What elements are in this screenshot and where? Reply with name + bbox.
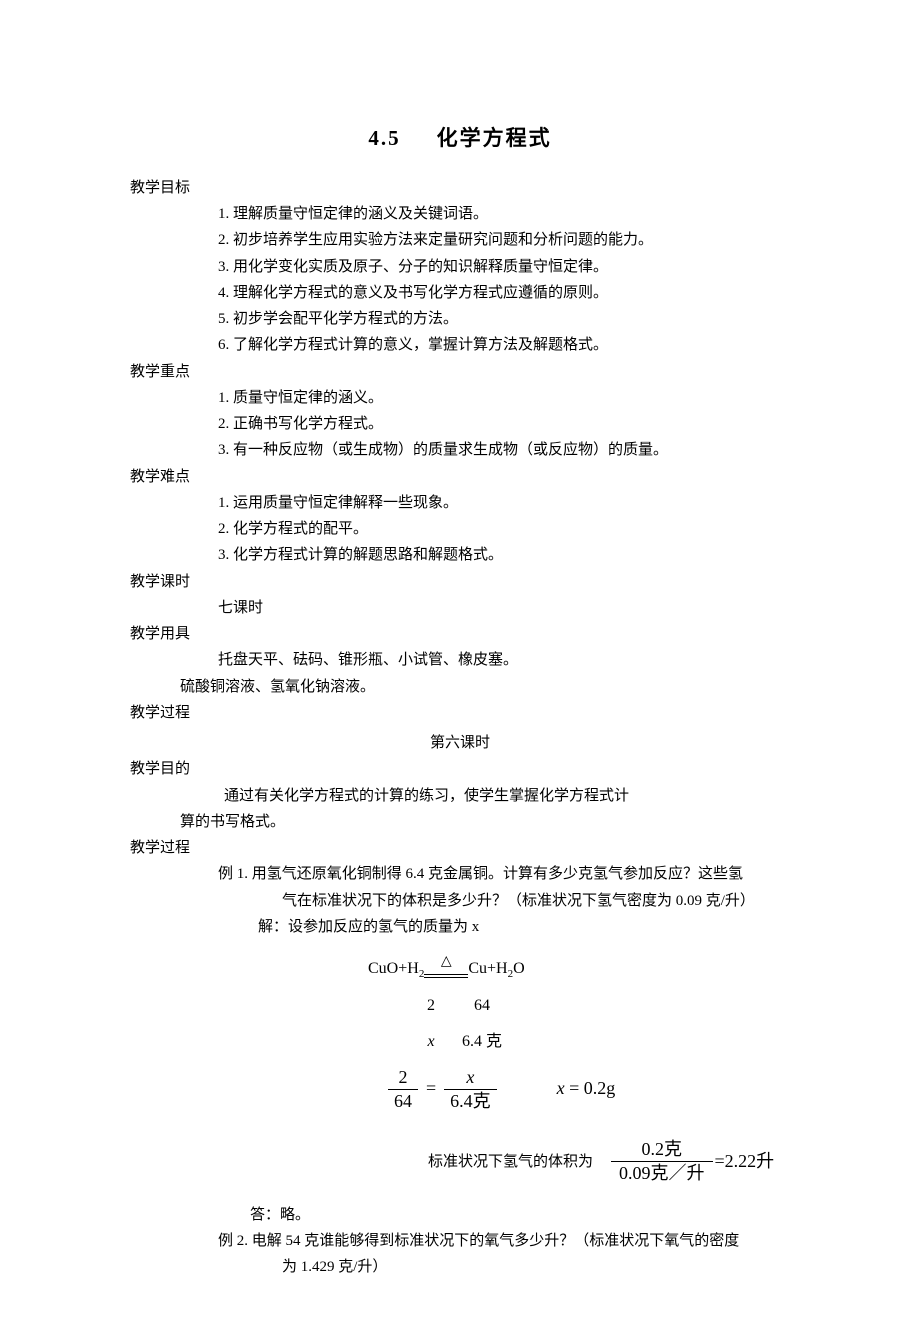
mass-cu: 64 [452, 992, 512, 1020]
purpose-line-2: 算的书写格式。 [130, 809, 790, 835]
process2-heading: 教学过程 [130, 835, 790, 861]
result-x: x [557, 1078, 565, 1098]
eq-left-text: CuO+H [368, 960, 419, 977]
title-number: 4.5 [368, 126, 400, 150]
volume-row: 标准状况下氢气的体积为 0.2克 0.09克／升 =2.22升 [368, 1138, 790, 1186]
volume-result: =2.22升 [715, 1146, 775, 1178]
frac1-den: 64 [388, 1089, 418, 1113]
tools-heading: 教学用具 [130, 621, 790, 647]
equals-sign: = [426, 1073, 436, 1105]
eq-right-text: Cu+H [468, 960, 507, 977]
frac1-num: 2 [393, 1066, 414, 1089]
difficulties-heading: 教学难点 [130, 464, 790, 490]
eq-right: Cu+H2O [468, 955, 524, 984]
mass-row-1: 2 64 [368, 992, 790, 1020]
example-1-solution-intro: 解：设参加反应的氢气的质量为 x [218, 914, 790, 940]
result-rest: = 0.2g [565, 1078, 616, 1098]
title-text: 化学方程式 [437, 126, 552, 150]
purpose-line-1: 通过有关化学方程式的计算的练习，使学生掌握化学方程式计 [130, 783, 790, 809]
objectives-heading: 教学目标 [130, 175, 790, 201]
eq-right-tail: O [513, 960, 525, 977]
fraction-2: x 6.4克 [444, 1066, 497, 1112]
list-item: 2. 初步培养学生应用实验方法来定量研究问题和分析问题的能力。 [218, 227, 790, 253]
mass-x: x [410, 1028, 452, 1056]
list-item: 6. 了解化学方程式计算的意义，掌握计算方法及解题格式。 [218, 332, 790, 358]
list-item: 2. 正确书写化学方程式。 [218, 411, 790, 437]
example-1-answer: 答：略。 [130, 1202, 790, 1228]
purpose-heading: 教学目的 [130, 756, 790, 782]
math-block: CuO+H2 △ Cu+H2O 2 64 x 6.4 克 2 64 = x 6.… [218, 952, 790, 1186]
vol-frac-den: 0.09克／升 [611, 1161, 713, 1185]
delta-symbol: △ [441, 950, 452, 975]
mass-h2: 2 [410, 992, 452, 1020]
process-heading: 教学过程 [130, 700, 790, 726]
hours-heading: 教学课时 [130, 569, 790, 595]
hours-text: 七课时 [130, 595, 790, 621]
example-2: 例 2. 电解 54 克谁能够得到标准状况下的氧气多少升？（标准状况下氧气的密度… [130, 1228, 790, 1281]
mass-cu-val: 6.4 克 [452, 1028, 512, 1056]
example-2-cont: 为 1.429 克/升） [218, 1254, 790, 1280]
frac2-den: 6.4克 [444, 1089, 497, 1113]
list-item: 1. 运用质量守恒定律解释一些现象。 [218, 490, 790, 516]
lesson-subtitle: 第六课时 [130, 730, 790, 756]
list-item: 5. 初步学会配平化学方程式的方法。 [218, 306, 790, 332]
list-item: 2. 化学方程式的配平。 [218, 516, 790, 542]
mass-row-2: x 6.4 克 [368, 1028, 790, 1056]
list-item: 1. 理解质量守恒定律的涵义及关键词语。 [218, 201, 790, 227]
example-2-heading: 例 2. 电解 54 克谁能够得到标准状况下的氧气多少升？（标准状况下氧气的密度 [218, 1228, 790, 1254]
example-1-heading: 例 1. 用氢气还原氧化铜制得 6.4 克金属铜。计算有多少克氢气参加反应？这些… [218, 861, 790, 887]
page-title: 4.5 化学方程式 [130, 120, 790, 157]
keypoints-heading: 教学重点 [130, 359, 790, 385]
vol-frac-num: 0.2克 [634, 1138, 691, 1161]
tools-line-2: 硫酸铜溶液、氢氧化钠溶液。 [130, 674, 790, 700]
difficulties-list: 1. 运用质量守恒定律解释一些现象。 2. 化学方程式的配平。 3. 化学方程式… [130, 490, 790, 569]
chemical-equation: CuO+H2 △ Cu+H2O [368, 952, 790, 984]
volume-fraction: 0.2克 0.09克／升 [611, 1138, 713, 1186]
list-item: 3. 有一种反应物（或生成物）的质量求生成物（或反应物）的质量。 [218, 437, 790, 463]
example-1: 例 1. 用氢气还原氧化铜制得 6.4 克金属铜。计算有多少克氢气参加反应？这些… [130, 861, 790, 1186]
list-item: 3. 用化学变化实质及原子、分子的知识解释质量守恒定律。 [218, 254, 790, 280]
example-1-cont: 气在标准状况下的体积是多少升？（标准状况下氢气密度为 0.09 克/升） [218, 888, 790, 914]
list-item: 3. 化学方程式计算的解题思路和解题格式。 [218, 542, 790, 568]
volume-label: 标准状况下氢气的体积为 [428, 1149, 593, 1175]
double-line-icon [424, 974, 468, 978]
keypoints-list: 1. 质量守恒定律的涵义。 2. 正确书写化学方程式。 3. 有一种反应物（或生… [130, 385, 790, 464]
objectives-list: 1. 理解质量守恒定律的涵义及关键词语。 2. 初步培养学生应用实验方法来定量研… [130, 201, 790, 359]
frac2-num: x [460, 1066, 480, 1089]
list-item: 1. 质量守恒定律的涵义。 [218, 385, 790, 411]
tools-line-1: 托盘天平、砝码、锥形瓶、小试管、橡皮塞。 [130, 647, 790, 673]
fraction-1: 2 64 [388, 1066, 418, 1112]
proportion-row: 2 64 = x 6.4克 x = 0.2g [368, 1066, 790, 1112]
list-item: 4. 理解化学方程式的意义及书写化学方程式应遵循的原则。 [218, 280, 790, 306]
proportion-result: x = 0.2g [557, 1073, 616, 1105]
reaction-arrow: △ [424, 962, 468, 984]
eq-left: CuO+H2 [368, 955, 424, 984]
